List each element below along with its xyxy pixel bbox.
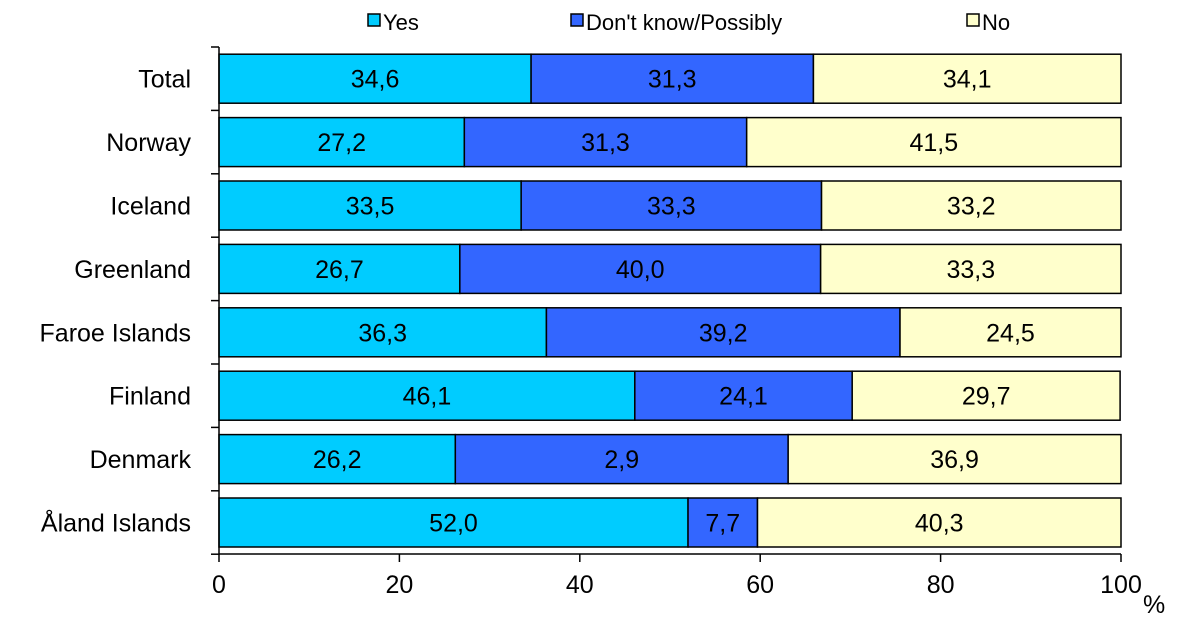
value-label-finland-no: 29,7	[962, 383, 1011, 411]
value-label-norway-don-t-know-possibly: 31,3	[581, 129, 630, 157]
value-label-faroe-islands-yes: 36,3	[358, 319, 407, 347]
value-label-finland-don-t-know-possibly: 24,1	[719, 383, 768, 411]
x-tick-label: 80	[927, 571, 955, 599]
bar-norway-don-t-know-possibly	[463, 116, 748, 168]
value-label-norway-no: 41,5	[909, 129, 958, 157]
legend-label-no: No	[982, 10, 1010, 35]
category-label-iceland: Iceland	[110, 193, 191, 221]
bar-aland-islands-don-t-know-possibly	[687, 497, 759, 548]
bar-total-no	[812, 53, 1122, 104]
bar-greenland-no	[819, 243, 1122, 295]
x-tick-label: 60	[746, 571, 774, 599]
category-label-total: Total	[138, 66, 191, 94]
bar-finland-no	[851, 370, 1121, 421]
value-label-iceland-don-t-know-possibly: 33,3	[647, 193, 696, 221]
value-label-total-don-t-know-possibly: 31,3	[648, 66, 697, 94]
bar-iceland-don-t-know-possibly	[520, 180, 823, 231]
category-label-faroe-islands: Faroe Islands	[40, 319, 191, 347]
bar-aland-islands-no	[756, 497, 1122, 548]
value-label-greenland-don-t-know-possibly: 40,0	[616, 256, 665, 284]
bar-faroe-islands-no	[899, 307, 1122, 358]
value-label-finland-yes: 46,1	[403, 383, 452, 411]
value-label-total-yes: 34,6	[351, 66, 400, 94]
legend-swatch-don-t-know-possibly	[570, 13, 584, 27]
legend-label-yes: Yes	[383, 10, 419, 35]
x-axis-label: %	[1143, 591, 1165, 617]
value-label-greenland-yes: 26,7	[315, 256, 364, 284]
category-label-norway: Norway	[106, 129, 191, 157]
value-label-norway-yes: 27,2	[317, 129, 366, 157]
bar-iceland-no	[820, 180, 1122, 231]
value-label-aland-islands-don-t-know-possibly: 7,7	[705, 510, 740, 538]
value-label-aland-islands-yes: 52,0	[429, 510, 478, 538]
bar-denmark-no	[787, 433, 1122, 485]
value-label-iceland-yes: 33,5	[346, 193, 395, 221]
bar-total-yes	[218, 53, 532, 104]
value-label-faroe-islands-don-t-know-possibly: 39,2	[699, 319, 748, 347]
bar-denmark-don-t-know-possibly	[454, 433, 789, 485]
legend-label-don-t-know-possibly: Don't know/Possibly	[586, 10, 782, 35]
value-label-greenland-no: 33,3	[946, 256, 995, 284]
value-label-denmark-yes: 26,2	[313, 446, 362, 474]
x-tick-label: 0	[212, 571, 226, 599]
value-label-denmark-don-t-know-possibly: 2,9	[604, 446, 639, 474]
bar-denmark-yes	[218, 433, 457, 485]
value-label-iceland-no: 33,2	[947, 193, 996, 221]
bar-aland-islands-yes	[218, 497, 689, 548]
category-label-aland-islands: Åland Islands	[41, 508, 191, 538]
category-label-greenland: Greenland	[74, 256, 191, 284]
x-tick-label: 100	[1100, 571, 1142, 599]
category-label-finland: Finland	[109, 383, 191, 411]
value-label-aland-islands-no: 40,3	[915, 510, 964, 538]
bar-norway-no	[745, 116, 1122, 168]
bar-iceland-yes	[218, 180, 522, 231]
bar-finland-don-t-know-possibly	[634, 370, 853, 421]
bar-faroe-islands-yes	[218, 307, 548, 358]
value-label-denmark-no: 36,9	[930, 446, 979, 474]
x-tick-label: 20	[385, 571, 413, 599]
legend-swatch-yes	[367, 13, 381, 27]
category-label-denmark: Denmark	[90, 446, 192, 474]
bar-greenland-yes	[218, 243, 461, 295]
value-label-faroe-islands-no: 24,5	[986, 319, 1035, 347]
bar-faroe-islands-don-t-know-possibly	[545, 307, 901, 358]
bar-total-don-t-know-possibly	[530, 53, 815, 104]
legend-swatch-no	[966, 13, 980, 27]
x-tick-label: 40	[566, 571, 594, 599]
value-label-total-no: 34,1	[943, 66, 992, 94]
